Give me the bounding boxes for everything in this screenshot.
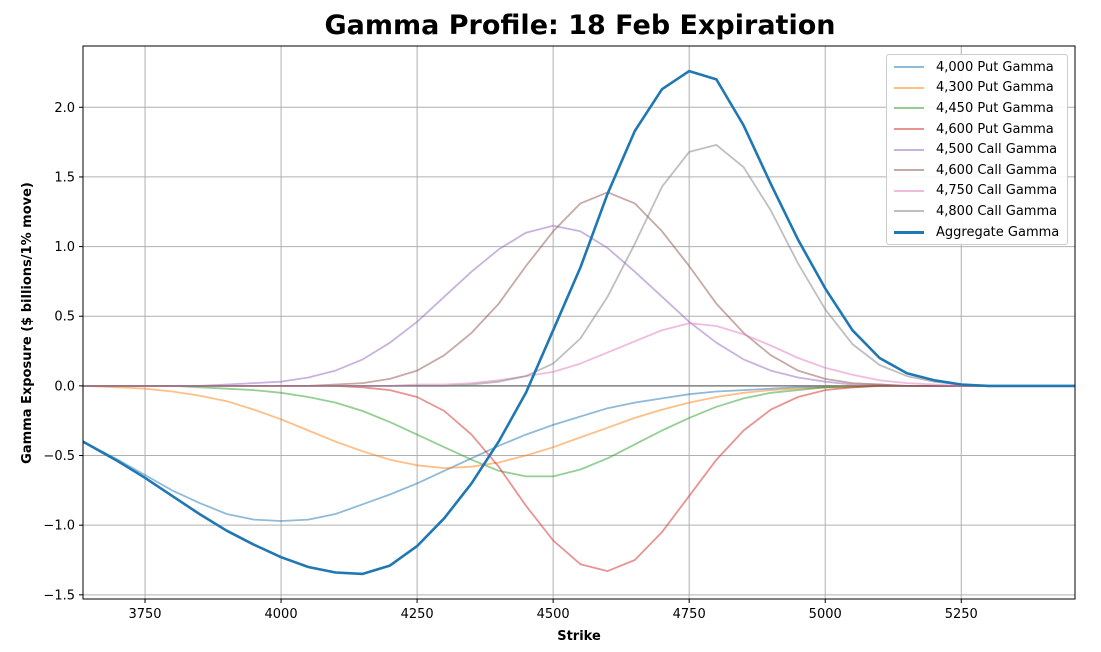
series-line-7 [83,143,1075,387]
y-axis-label: Gamma Exposure ($ billions/1% move) [20,182,35,464]
x-tick-label: 4750 [673,607,706,622]
x-tick-label: 5250 [945,607,978,622]
legend-swatch [894,148,924,151]
y-tick-label: −0.5 [43,449,75,464]
x-tick-label: 4500 [537,607,570,622]
y-tick-label: 2.0 [54,101,75,116]
legend-swatch [894,210,924,213]
series-line-3 [83,384,1075,572]
plot-frame [82,45,1076,600]
legend: 4,000 Put Gamma 4,300 Put Gamma 4,450 Put … [886,54,1068,246]
legend-swatch [894,66,924,69]
series-line-8 [82,69,1075,576]
legend-label: 4,600 Put Gamma [936,121,1054,137]
series-line-4 [83,224,1075,387]
legend-item: 4,750 Call Gamma [887,181,1067,202]
legend-label: Aggregate Gamma [936,224,1060,240]
legend-swatch [894,128,924,131]
axis-ticks: 3750 4000 4250 4500 4750 5000 5250 −1.5 −1.0 −0.5… [43,101,977,622]
x-tick-label: 4250 [401,607,434,622]
x-tick-label: 3750 [128,607,161,622]
legend-item: 4,600 Put Gamma [887,119,1067,140]
legend-label: 4,450 Put Gamma [936,100,1054,116]
legend-swatch [894,230,924,234]
legend-swatch [894,107,924,110]
y-tick-label: 0.5 [54,310,75,325]
legend-item: 4,000 Put Gamma [887,57,1067,78]
series-lines [82,69,1075,576]
legend-label: 4,000 Put Gamma [936,59,1054,75]
x-tick-label: 5000 [809,607,842,622]
legend-label: 4,800 Call Gamma [936,203,1058,219]
legend-item: 4,300 Put Gamma [887,78,1067,99]
chart-title: Gamma Profile: 18 Feb Expiration [324,10,836,41]
series-line-0 [82,384,1075,522]
y-tick-label: 0.0 [54,379,75,394]
y-tick-label: −1.0 [43,519,75,534]
series-line-6 [83,322,1075,387]
legend-item: 4,600 Call Gamma [887,160,1067,181]
legend-item: 4,450 Put Gamma [887,98,1067,119]
legend-label: 4,750 Call Gamma [936,183,1058,199]
legend-swatch [894,86,924,89]
legend-label: 4,500 Call Gamma [936,142,1058,158]
legend-item: Aggregate Gamma [887,222,1067,243]
legend-swatch [894,169,924,172]
series-line-2 [83,384,1075,478]
legend-swatch [894,189,924,192]
legend-item: 4,500 Call Gamma [887,139,1067,160]
legend-label: 4,300 Put Gamma [936,80,1054,96]
legend-label: 4,600 Call Gamma [936,162,1058,178]
y-tick-label: 1.5 [54,170,75,185]
y-tick-label: 1.0 [54,240,75,255]
x-axis-label: Strike [557,629,601,644]
x-tick-label: 4000 [265,607,298,622]
legend-item: 4,800 Call Gamma [887,201,1067,222]
y-tick-label: −1.5 [43,588,75,603]
